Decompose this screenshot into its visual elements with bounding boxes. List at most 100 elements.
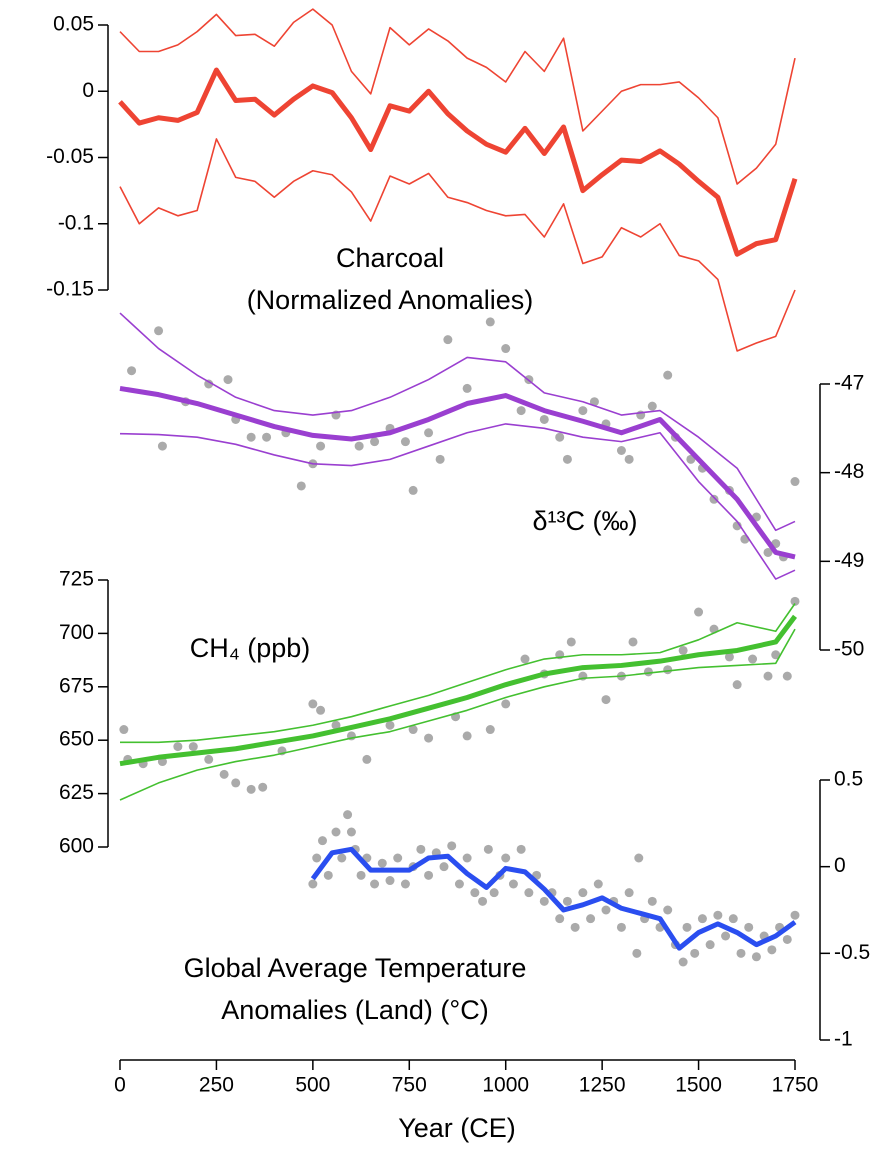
data-point bbox=[462, 731, 472, 741]
y-tick-label: 625 bbox=[59, 781, 94, 804]
data-point bbox=[246, 432, 256, 442]
data-point bbox=[748, 654, 758, 664]
data-point bbox=[728, 914, 738, 924]
data-point bbox=[219, 769, 229, 779]
y-tick-label: -48 bbox=[834, 460, 864, 483]
x-tick-label: 1250 bbox=[579, 1074, 626, 1097]
y-tick-label: 600 bbox=[59, 835, 94, 858]
data-point bbox=[356, 870, 366, 880]
data-point bbox=[393, 853, 403, 863]
data-point bbox=[790, 596, 800, 606]
data-point bbox=[408, 485, 418, 495]
data-point bbox=[462, 383, 472, 393]
data-point bbox=[400, 437, 410, 447]
data-point bbox=[690, 948, 700, 958]
data-point bbox=[589, 397, 599, 407]
x-tick-label: 0 bbox=[114, 1074, 126, 1097]
data-point bbox=[424, 870, 434, 880]
data-point bbox=[570, 922, 580, 932]
series-line bbox=[118, 67, 798, 257]
series-line bbox=[120, 603, 796, 744]
x-tick-label: 1500 bbox=[675, 1074, 722, 1097]
series-line bbox=[119, 628, 796, 801]
panel-label: δ¹³C (‰) bbox=[533, 506, 638, 536]
data-point bbox=[601, 905, 611, 915]
x-tick-label: 750 bbox=[392, 1074, 427, 1097]
data-point bbox=[483, 844, 493, 854]
data-point bbox=[647, 401, 657, 411]
data-point bbox=[346, 827, 356, 837]
data-point bbox=[331, 827, 341, 837]
data-point bbox=[763, 671, 773, 681]
data-point bbox=[790, 910, 800, 920]
data-point bbox=[740, 534, 750, 544]
y-tick-label: 700 bbox=[59, 621, 94, 644]
data-point bbox=[308, 879, 318, 889]
data-point bbox=[634, 853, 644, 863]
series-line bbox=[119, 8, 796, 185]
data-point bbox=[555, 914, 565, 924]
data-point bbox=[439, 862, 449, 872]
data-point bbox=[539, 414, 549, 424]
data-point bbox=[724, 652, 734, 662]
series-line bbox=[119, 614, 797, 767]
data-point bbox=[424, 428, 434, 438]
data-point bbox=[628, 637, 638, 647]
data-point bbox=[705, 940, 715, 950]
data-point bbox=[682, 922, 692, 932]
panel-label: Global Average Temperature bbox=[184, 953, 527, 983]
data-point bbox=[296, 481, 306, 491]
data-point bbox=[632, 948, 642, 958]
data-point bbox=[204, 379, 214, 389]
data-point bbox=[408, 725, 418, 735]
data-point bbox=[624, 454, 634, 464]
x-tick-label: 1000 bbox=[482, 1074, 529, 1097]
data-point bbox=[447, 841, 457, 851]
y-tick-label: 0 bbox=[82, 79, 94, 102]
y-tick-label: 0 bbox=[834, 854, 846, 877]
data-point bbox=[524, 888, 534, 898]
data-point bbox=[258, 782, 268, 792]
series-line bbox=[119, 138, 796, 352]
data-point bbox=[127, 366, 137, 376]
y-tick-label: -1 bbox=[834, 1028, 853, 1051]
data-point bbox=[119, 725, 129, 735]
data-point bbox=[337, 853, 347, 863]
data-point bbox=[485, 725, 495, 735]
data-point bbox=[694, 607, 704, 617]
data-point bbox=[354, 441, 364, 451]
data-point bbox=[601, 695, 611, 705]
data-point bbox=[416, 844, 426, 854]
data-point bbox=[188, 742, 198, 752]
data-point bbox=[470, 888, 480, 898]
data-point bbox=[362, 754, 372, 764]
data-point bbox=[343, 810, 353, 820]
data-point bbox=[312, 853, 322, 863]
panel-label: Charcoal bbox=[336, 243, 444, 273]
data-point bbox=[443, 335, 453, 345]
data-point bbox=[767, 945, 777, 955]
data-point bbox=[231, 778, 241, 788]
data-point bbox=[489, 888, 499, 898]
data-point bbox=[566, 637, 576, 647]
y-tick-label: 0.05 bbox=[53, 13, 94, 36]
data-point bbox=[424, 733, 434, 743]
data-point bbox=[454, 879, 464, 889]
y-tick-label: -0.5 bbox=[834, 941, 870, 964]
data-point bbox=[663, 905, 673, 915]
data-point bbox=[663, 370, 673, 380]
data-point bbox=[316, 441, 326, 451]
y-tick-label: 0.5 bbox=[834, 768, 863, 791]
data-point bbox=[501, 699, 511, 709]
data-point bbox=[586, 914, 596, 924]
data-point bbox=[763, 547, 773, 557]
data-point bbox=[790, 477, 800, 487]
data-point bbox=[771, 650, 781, 660]
y-tick-label: -0.15 bbox=[46, 278, 94, 301]
data-point bbox=[647, 896, 657, 906]
data-point bbox=[624, 888, 634, 898]
data-point bbox=[400, 879, 410, 889]
data-point bbox=[713, 910, 723, 920]
data-point bbox=[308, 699, 318, 709]
